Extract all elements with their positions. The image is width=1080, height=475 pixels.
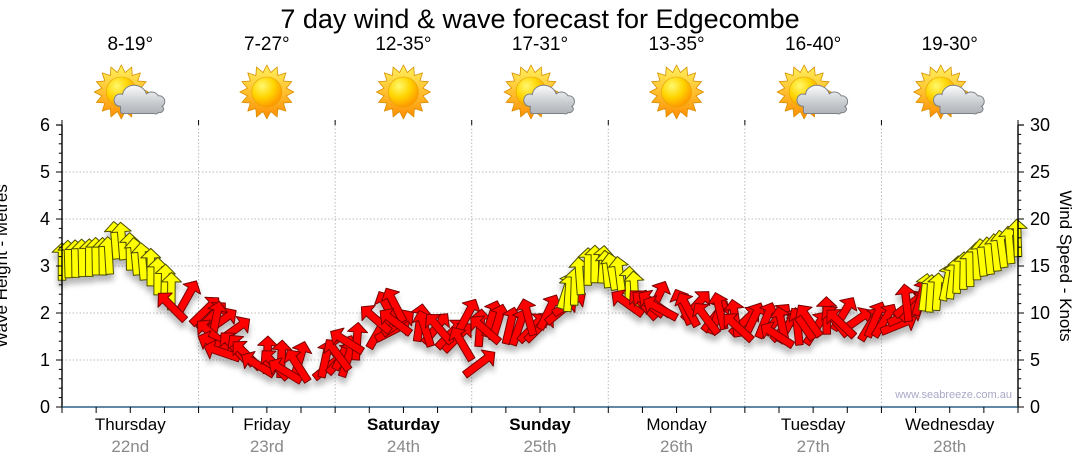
svg-text:12-35°: 12-35° (375, 34, 431, 55)
svg-text:Saturday: Saturday (367, 415, 440, 434)
svg-text:Tuesday: Tuesday (781, 415, 846, 434)
svg-text:1: 1 (40, 350, 50, 370)
svg-text:Monday: Monday (646, 415, 707, 434)
svg-text:5: 5 (1030, 350, 1040, 370)
svg-text:10: 10 (1030, 303, 1050, 323)
svg-text:2: 2 (40, 303, 50, 323)
svg-text:6: 6 (40, 115, 50, 135)
svg-text:Wednesday: Wednesday (905, 415, 995, 434)
svg-text:13-35°: 13-35° (648, 34, 704, 55)
svg-text:26th: 26th (660, 437, 693, 456)
svg-text:25: 25 (1030, 162, 1050, 182)
svg-text:15: 15 (1030, 256, 1050, 276)
svg-text:Sunday: Sunday (509, 415, 571, 434)
svg-text:24th: 24th (387, 437, 420, 456)
svg-text:30: 30 (1030, 115, 1050, 135)
svg-text:19-30°: 19-30° (922, 34, 978, 55)
svg-text:20: 20 (1030, 209, 1050, 229)
svg-text:22nd: 22nd (111, 437, 149, 456)
svg-text:Thursday: Thursday (95, 415, 166, 434)
svg-text:3: 3 (40, 256, 50, 276)
svg-text:0: 0 (1030, 397, 1040, 417)
svg-text:28th: 28th (933, 437, 966, 456)
svg-text:8-19°: 8-19° (107, 34, 153, 55)
svg-text:0: 0 (40, 397, 50, 417)
svg-text:Friday: Friday (243, 415, 291, 434)
svg-text:5: 5 (40, 162, 50, 182)
svg-text:16-40°: 16-40° (785, 34, 841, 55)
svg-text:27th: 27th (797, 437, 830, 456)
svg-text:23rd: 23rd (250, 437, 284, 456)
svg-text:17-31°: 17-31° (512, 34, 568, 55)
svg-text:4: 4 (40, 209, 50, 229)
svg-text:7-27°: 7-27° (244, 34, 290, 55)
svg-text:25th: 25th (523, 437, 556, 456)
